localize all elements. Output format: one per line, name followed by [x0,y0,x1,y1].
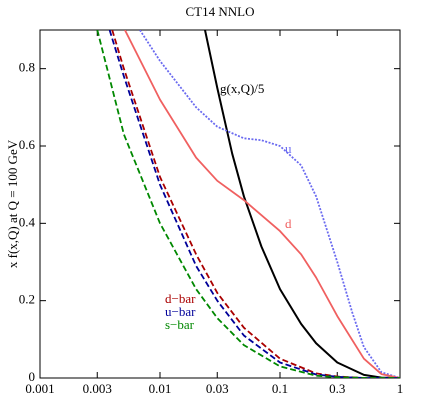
x-tick-label: 0.03 [206,381,229,396]
series-line [108,30,400,378]
y-axis-label: x f(x,Q) at Q = 100 GeV [5,139,20,268]
series-label: u−bar [165,304,196,319]
x-tick-label: 0.1 [272,381,288,396]
x-tick-label: 0.3 [329,381,345,396]
series-label: u [285,141,292,156]
x-tick-label: 1 [397,381,404,396]
plot-frame [39,29,401,379]
y-tick-label: 0.2 [19,292,35,307]
series-line [124,30,400,378]
x-tick-label: 0.001 [25,381,54,396]
series-label: g(x,Q)/5 [220,81,264,96]
x-tick-label: 0.01 [149,381,172,396]
series-line [204,30,400,378]
series-line [139,30,400,378]
x-tick-label: 0.003 [83,381,112,396]
y-tick-label: 0.8 [19,60,35,75]
series-label: d [285,216,292,231]
y-tick-label: 0.6 [19,137,36,152]
y-tick-label: 0.4 [19,214,36,229]
chart-title: CT14 NNLO [186,4,255,19]
y-tick-label: 0 [29,369,36,384]
series-line [96,30,400,378]
series-label: d−bar [165,291,196,306]
series-label: s−bar [165,317,195,332]
